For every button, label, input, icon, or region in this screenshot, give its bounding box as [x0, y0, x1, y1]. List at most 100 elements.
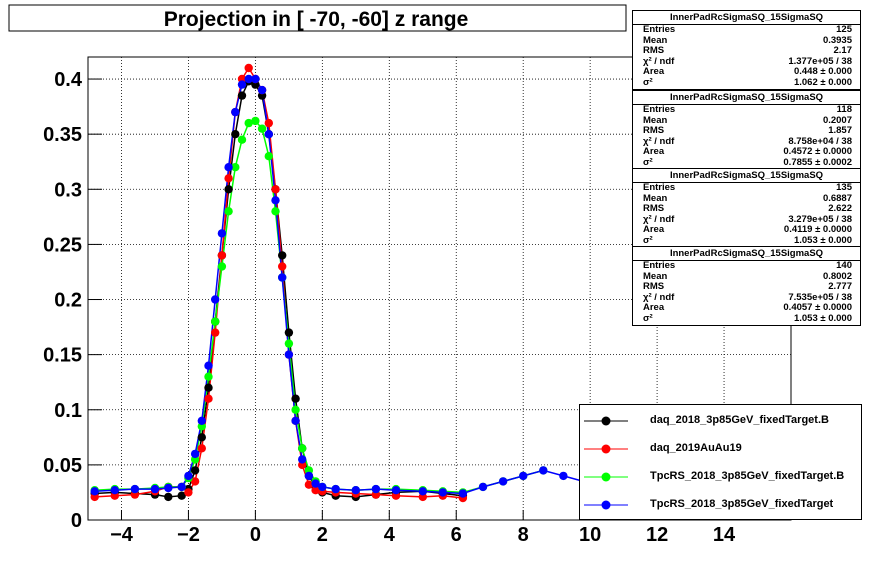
stats-value: 0.4119 ± 0.0000	[783, 224, 852, 236]
fit-curve	[94, 66, 463, 499]
data-point	[197, 444, 206, 453]
legend: daq_2018_3p85GeV_fixedTarget.B daq_2019A…	[579, 404, 862, 520]
data-point	[204, 383, 213, 392]
data-point	[291, 416, 300, 425]
stats-label: Mean	[643, 270, 668, 282]
x-tick-label: −4	[110, 524, 134, 546]
data-point	[251, 74, 260, 84]
data-point	[184, 471, 193, 481]
y-tick-label: 0.05	[43, 455, 82, 477]
data-point	[351, 486, 360, 495]
data-point	[150, 484, 160, 494]
stats-value: 1.053 ± 0.000	[793, 234, 852, 246]
data-point	[311, 479, 320, 488]
x-tick-label: −2	[177, 524, 200, 546]
stats-value: 1.857	[828, 125, 852, 137]
legend-marker	[584, 500, 628, 510]
data-point	[331, 484, 340, 494]
stats-row: Mean 0.2007	[633, 115, 860, 127]
x-tick-label: 12	[646, 524, 668, 546]
data-point	[264, 152, 273, 161]
data-point	[211, 295, 220, 304]
stats-label: Mean	[643, 192, 668, 204]
data-point	[190, 477, 200, 486]
data-point	[298, 455, 307, 464]
data-point	[204, 394, 213, 403]
stats-box: InnerPadRcSigmaSQ_15SigmaSQ Entries 135 Mea…	[632, 168, 861, 248]
y-tick-label: 0.4	[54, 69, 83, 91]
data-point	[284, 339, 294, 348]
stats-label: σ²	[643, 312, 653, 324]
data-point	[539, 466, 548, 475]
y-tick-label: 0.15	[43, 345, 82, 367]
data-point	[211, 328, 220, 337]
stats-row: Entries 125	[633, 24, 860, 36]
stats-row: χ² / ndf 3.279e+05 / 38	[633, 213, 860, 226]
stats-label: Entries	[643, 104, 676, 115]
data-point	[110, 486, 120, 495]
data-point	[217, 262, 227, 271]
data-point	[304, 480, 314, 489]
stats-row: Area 0.448 ± 0.000	[633, 67, 860, 78]
x-tick-label: 2	[317, 524, 328, 546]
data-point	[177, 482, 186, 492]
stats-label: Mean	[643, 34, 668, 46]
data-point	[318, 482, 327, 492]
data-point	[311, 486, 320, 495]
data-point	[418, 487, 427, 496]
data-point	[559, 471, 568, 481]
data-point	[371, 484, 381, 494]
data-point	[177, 491, 186, 500]
data-point	[257, 85, 267, 95]
data-point	[278, 262, 287, 271]
data-point	[257, 124, 267, 133]
legend-marker	[584, 472, 628, 482]
data-point	[164, 483, 173, 493]
x-tick-label: 6	[451, 524, 462, 546]
chart-title: Projection in [ -70, -60] z range	[164, 8, 469, 31]
stats-label: χ² / ndf	[643, 291, 675, 303]
data-point	[498, 477, 508, 486]
stats-row: Area 0.4057 ± 0.0000	[633, 303, 860, 314]
fit-curves	[94, 66, 584, 499]
data-point	[204, 372, 213, 381]
stats-value: 2.622	[828, 203, 852, 215]
y-tick-label: 0	[71, 510, 82, 532]
legend-item: daq_2018_3p85GeV_fixedTarget.B	[580, 411, 861, 431]
stats-label: Entries	[643, 182, 676, 193]
data-point	[264, 130, 273, 139]
stats-row: RMS 2.622	[633, 204, 860, 215]
data-point	[204, 361, 213, 370]
data-point	[438, 488, 447, 497]
stats-row: χ² / ndf 1.377e+05 / 38	[633, 55, 860, 68]
data-point	[231, 163, 240, 172]
stats-row: RMS 1.857	[633, 126, 860, 137]
y-tick-label: 0.3	[54, 179, 82, 201]
stats-row: RMS 2.777	[633, 282, 860, 293]
data-point	[271, 196, 280, 205]
legend-marker	[584, 444, 628, 454]
stats-label: Area	[643, 302, 665, 314]
data-point	[217, 251, 227, 260]
stats-label: Area	[643, 66, 665, 78]
stats-row: σ² 0.7855 ± 0.0002	[633, 157, 860, 169]
stats-row: χ² / ndf 8.758e+04 / 38	[633, 135, 860, 148]
stats-row: Mean 0.3935	[633, 34, 860, 47]
stats-value: 135	[836, 182, 852, 193]
stats-label: RMS	[643, 281, 665, 293]
stats-value: 8.758e+04 / 38	[788, 135, 852, 147]
data-point	[458, 489, 468, 498]
stats-label: χ² / ndf	[643, 213, 675, 225]
stats-label: χ² / ndf	[643, 55, 675, 67]
x-tick-label: 10	[579, 524, 601, 546]
data-point	[291, 394, 300, 403]
stats-label: RMS	[643, 125, 665, 137]
fit-curve	[94, 80, 463, 498]
stats-value: 0.8002	[822, 270, 852, 282]
stats-box: InnerPadRcSigmaSQ_15SigmaSQ Entries 140 Mea…	[632, 246, 861, 326]
legend-label: daq_2018_3p85GeV_fixedTarget.B	[650, 414, 829, 426]
data-point	[271, 185, 280, 194]
stats-row: Entries 118	[633, 104, 860, 116]
stats-row: χ² / ndf 7.535e+05 / 38	[633, 291, 860, 304]
data-point	[190, 466, 200, 475]
